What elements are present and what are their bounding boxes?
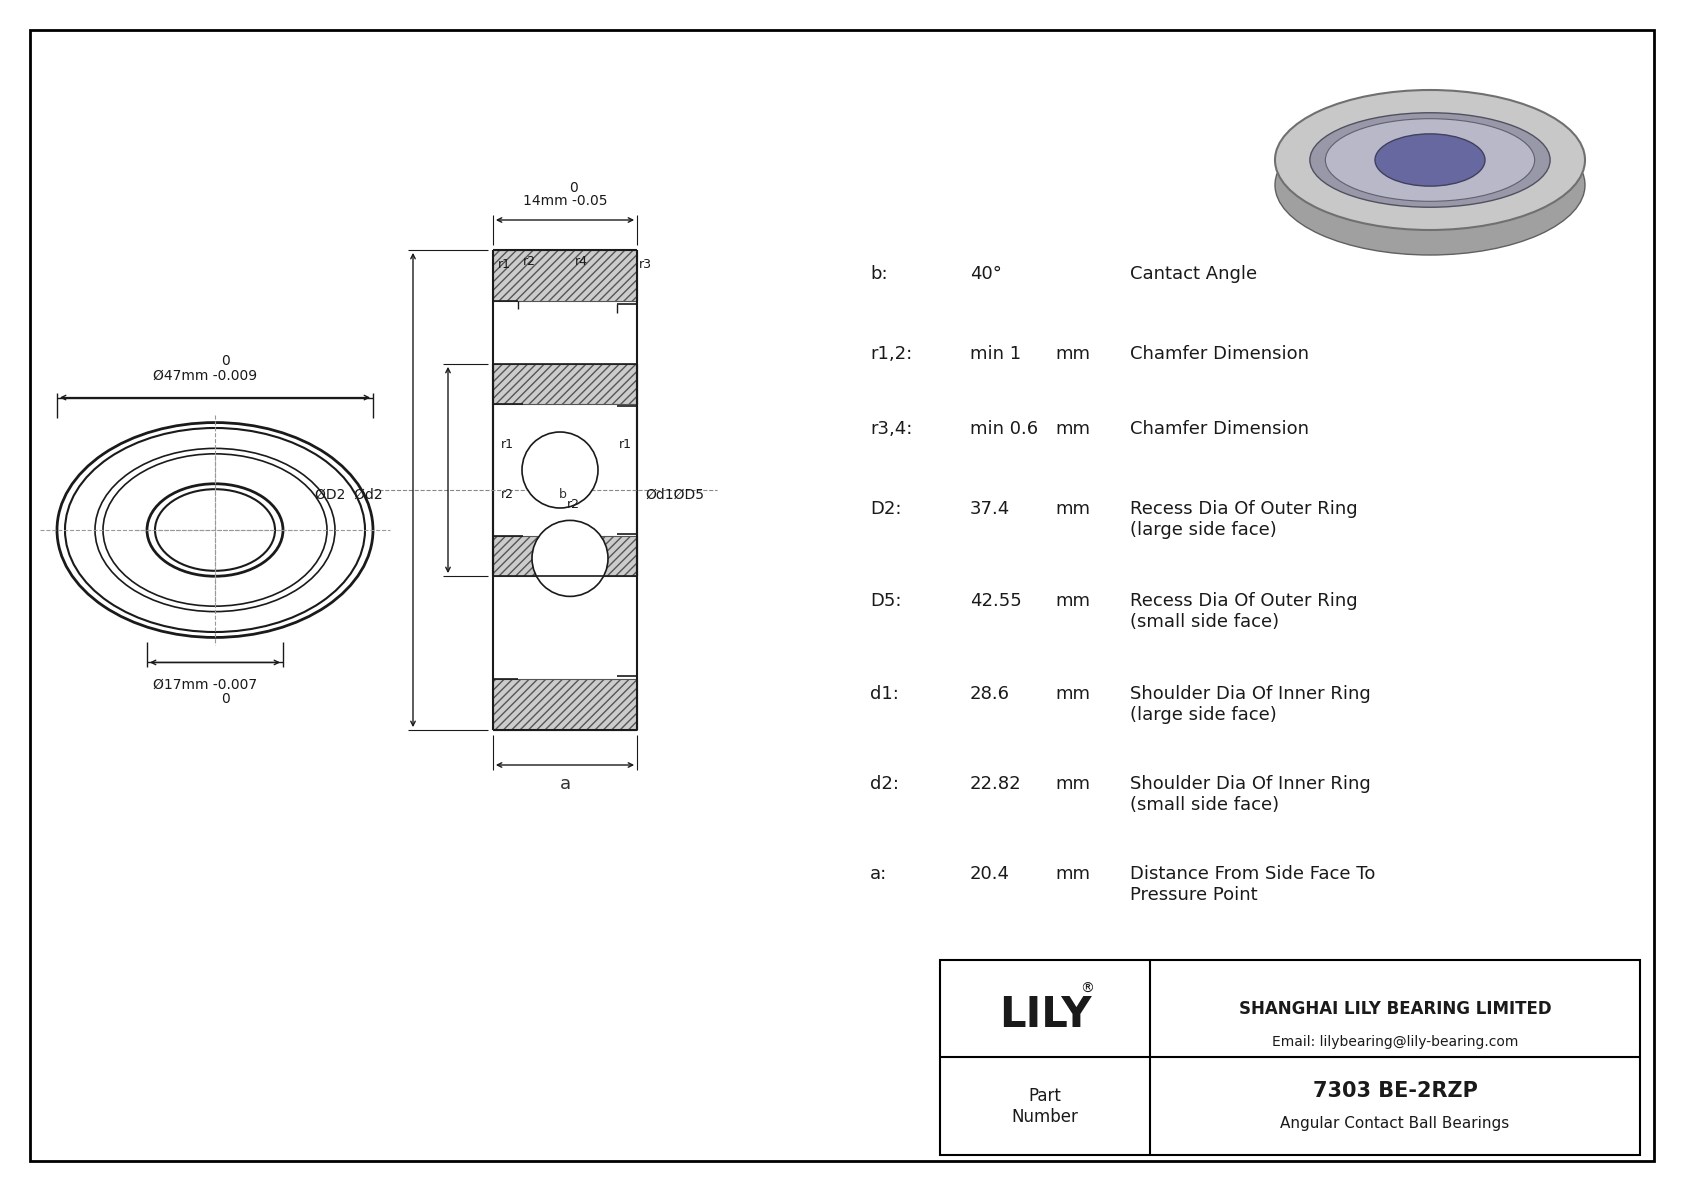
Text: mm: mm bbox=[1054, 685, 1090, 703]
Text: r2: r2 bbox=[502, 488, 514, 501]
Text: r1: r1 bbox=[502, 438, 514, 451]
Text: 20.4: 20.4 bbox=[970, 865, 1010, 883]
Text: mm: mm bbox=[1054, 345, 1090, 363]
Text: a:: a: bbox=[871, 865, 887, 883]
Text: 14mm -0.05: 14mm -0.05 bbox=[522, 194, 608, 208]
Ellipse shape bbox=[1314, 135, 1546, 225]
Text: mm: mm bbox=[1054, 420, 1090, 438]
Text: LILY: LILY bbox=[999, 993, 1091, 1036]
Polygon shape bbox=[493, 250, 637, 301]
Text: D5:: D5: bbox=[871, 592, 901, 610]
Text: D2:: D2: bbox=[871, 500, 901, 518]
Text: r2: r2 bbox=[524, 255, 536, 268]
Ellipse shape bbox=[1275, 91, 1585, 230]
Text: ®: ® bbox=[1079, 983, 1095, 996]
Text: Ø17mm -0.007: Ø17mm -0.007 bbox=[153, 678, 258, 692]
Text: min 0.6: min 0.6 bbox=[970, 420, 1037, 438]
Text: min 1: min 1 bbox=[970, 345, 1021, 363]
Text: ØD2  Ød2: ØD2 Ød2 bbox=[315, 488, 382, 501]
Text: mm: mm bbox=[1054, 775, 1090, 793]
Text: 42.55: 42.55 bbox=[970, 592, 1022, 610]
Text: d2:: d2: bbox=[871, 775, 899, 793]
Ellipse shape bbox=[1376, 133, 1485, 186]
Text: 37.4: 37.4 bbox=[970, 500, 1010, 518]
Text: Chamfer Dimension: Chamfer Dimension bbox=[1130, 345, 1308, 363]
Polygon shape bbox=[493, 679, 637, 730]
Text: r1,2:: r1,2: bbox=[871, 345, 913, 363]
Text: r1: r1 bbox=[620, 438, 632, 451]
Polygon shape bbox=[493, 536, 637, 576]
Ellipse shape bbox=[1325, 119, 1534, 201]
Text: Chamfer Dimension: Chamfer Dimension bbox=[1130, 420, 1308, 438]
Text: mm: mm bbox=[1054, 500, 1090, 518]
Text: r2: r2 bbox=[568, 499, 579, 511]
Ellipse shape bbox=[1329, 137, 1531, 213]
Text: Recess Dia Of Outer Ring
(large side face): Recess Dia Of Outer Ring (large side fac… bbox=[1130, 500, 1357, 538]
Text: Part
Number: Part Number bbox=[1012, 1087, 1078, 1125]
Circle shape bbox=[532, 520, 608, 597]
Text: Angular Contact Ball Bearings: Angular Contact Ball Bearings bbox=[1280, 1116, 1509, 1131]
Text: Distance From Side Face To
Pressure Point: Distance From Side Face To Pressure Poin… bbox=[1130, 865, 1376, 904]
Text: b: b bbox=[559, 488, 568, 501]
Text: 0: 0 bbox=[221, 354, 229, 368]
Text: Email: lilybearing@lily-bearing.com: Email: lilybearing@lily-bearing.com bbox=[1271, 1035, 1519, 1049]
Text: Ød1ØD5: Ød1ØD5 bbox=[645, 488, 704, 501]
Text: r3,4:: r3,4: bbox=[871, 420, 913, 438]
Text: a: a bbox=[559, 775, 571, 793]
Text: Shoulder Dia Of Inner Ring
(large side face): Shoulder Dia Of Inner Ring (large side f… bbox=[1130, 685, 1371, 724]
Polygon shape bbox=[493, 364, 637, 404]
Text: 22.82: 22.82 bbox=[970, 775, 1022, 793]
Text: Recess Dia Of Outer Ring
(small side face): Recess Dia Of Outer Ring (small side fac… bbox=[1130, 592, 1357, 631]
Circle shape bbox=[522, 432, 598, 509]
Text: Ø47mm -0.009: Ø47mm -0.009 bbox=[153, 368, 258, 382]
Ellipse shape bbox=[1275, 116, 1585, 255]
Text: 28.6: 28.6 bbox=[970, 685, 1010, 703]
Text: 0: 0 bbox=[569, 181, 578, 195]
Text: SHANGHAI LILY BEARING LIMITED: SHANGHAI LILY BEARING LIMITED bbox=[1239, 999, 1551, 1018]
Ellipse shape bbox=[1376, 143, 1485, 198]
Text: d1:: d1: bbox=[871, 685, 899, 703]
Text: mm: mm bbox=[1054, 592, 1090, 610]
Text: r1: r1 bbox=[498, 258, 510, 272]
Bar bbox=[940, 960, 1640, 1155]
Text: 7303 BE-2RZP: 7303 BE-2RZP bbox=[1312, 1080, 1477, 1100]
Text: mm: mm bbox=[1054, 865, 1090, 883]
Circle shape bbox=[520, 430, 600, 510]
Text: Cantact Angle: Cantact Angle bbox=[1130, 266, 1258, 283]
Text: r4: r4 bbox=[574, 255, 588, 268]
Text: 40°: 40° bbox=[970, 266, 1002, 283]
Text: r3: r3 bbox=[638, 258, 652, 272]
Text: b:: b: bbox=[871, 266, 887, 283]
Text: 0: 0 bbox=[221, 692, 229, 706]
Text: Shoulder Dia Of Inner Ring
(small side face): Shoulder Dia Of Inner Ring (small side f… bbox=[1130, 775, 1371, 813]
Ellipse shape bbox=[1310, 113, 1551, 207]
